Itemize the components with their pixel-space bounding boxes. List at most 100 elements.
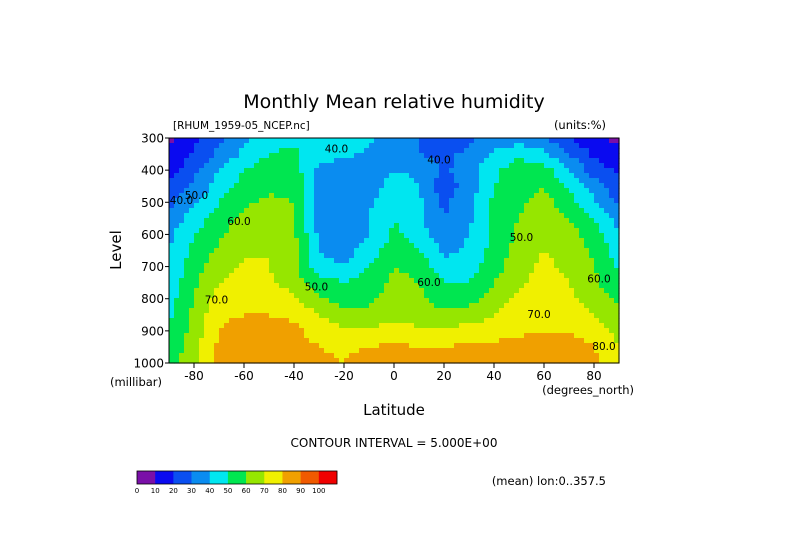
contour-cell (304, 283, 310, 289)
contour-cell (484, 178, 490, 184)
contour-cell (484, 283, 490, 289)
contour-cell (489, 338, 495, 344)
contour-cell (514, 238, 520, 244)
contour-cell (419, 303, 425, 309)
contour-cell (459, 233, 465, 239)
contour-cell (484, 208, 490, 214)
contour-cell (224, 183, 230, 189)
contour-cell (344, 288, 350, 294)
contour-cell (294, 238, 300, 244)
contour-cell (329, 268, 335, 274)
contour-cell (314, 198, 320, 204)
contour-cell (579, 208, 585, 214)
contour-cell (579, 173, 585, 179)
contour-cell (454, 243, 460, 249)
contour-cell (329, 348, 335, 354)
contour-cell (329, 323, 335, 329)
contour-cell (239, 248, 245, 254)
contour-cell (474, 258, 480, 264)
contour-cell (519, 333, 525, 339)
contour-cell (384, 168, 390, 174)
contour-cell (194, 288, 200, 294)
contour-cell (564, 333, 570, 339)
contour-cell (469, 203, 475, 209)
contour-cell (564, 218, 570, 224)
contour-cell (419, 348, 425, 354)
contour-cell (444, 193, 450, 199)
contour-cell (269, 143, 275, 149)
contour-cell (269, 218, 275, 224)
contour-cell (509, 253, 515, 259)
contour-cell (399, 323, 405, 329)
contour-cell (604, 313, 610, 319)
contour-cell (344, 168, 350, 174)
contour-cell (419, 203, 425, 209)
contour-cell (479, 203, 485, 209)
contour-cell (309, 318, 315, 324)
contour-cell (254, 228, 260, 234)
contour-cell (454, 308, 460, 314)
contour-cell (544, 173, 550, 179)
contour-cell (189, 253, 195, 259)
contour-cell (424, 313, 430, 319)
contour-cell (514, 283, 520, 289)
contour-cell (589, 243, 595, 249)
contour-cell (369, 243, 375, 249)
contour-cell (589, 343, 595, 349)
contour-cell (439, 188, 445, 194)
contour-cell (314, 213, 320, 219)
contour-cell (389, 178, 395, 184)
contour-cell (449, 298, 455, 304)
contour-cell (229, 278, 235, 284)
contour-cell (584, 218, 590, 224)
contour-cell (289, 228, 295, 234)
contour-cell (389, 293, 395, 299)
contour-cell (339, 293, 345, 299)
contour-cell (499, 303, 505, 309)
contour-cell (514, 153, 520, 159)
contour-cell (594, 273, 600, 279)
contour-cell (504, 248, 510, 254)
contour-cell (264, 273, 270, 279)
contour-cell (369, 343, 375, 349)
contour-cell (249, 348, 255, 354)
contour-cell (169, 143, 175, 149)
contour-cell (394, 303, 400, 309)
contour-cell (209, 313, 215, 319)
contour-cell (514, 148, 520, 154)
contour-cell (579, 213, 585, 219)
contour-cell (519, 193, 525, 199)
contour-cell (504, 198, 510, 204)
contour-cell (564, 278, 570, 284)
contour-cell (374, 308, 380, 314)
contour-cell (469, 243, 475, 249)
contour-cell (294, 203, 300, 209)
contour-cell (384, 148, 390, 154)
contour-cell (599, 348, 605, 354)
contour-cell (549, 253, 555, 259)
contour-cell (204, 173, 210, 179)
contour-cell (464, 288, 470, 294)
file-label: [RHUM_1959-05_NCEP.nc] (173, 120, 310, 132)
contour-cell (259, 258, 265, 264)
contour-cell (204, 228, 210, 234)
contour-cell (514, 138, 520, 144)
contour-cell (614, 223, 620, 229)
contour-cell (404, 318, 410, 324)
contour-cell (204, 248, 210, 254)
contour-cell (324, 188, 330, 194)
contour-cell (214, 203, 220, 209)
contour-cell (209, 253, 215, 259)
contour-cell (239, 258, 245, 264)
contour-cell (349, 293, 355, 299)
contour-cell (234, 303, 240, 309)
contour-cell (454, 268, 460, 274)
contour-cell (184, 153, 190, 159)
contour-cell (584, 193, 590, 199)
contour-cell (244, 358, 250, 364)
contour-cell (564, 298, 570, 304)
contour-cell (259, 353, 265, 359)
contour-cell (249, 233, 255, 239)
contour-cell (389, 273, 395, 279)
contour-cell (499, 188, 505, 194)
